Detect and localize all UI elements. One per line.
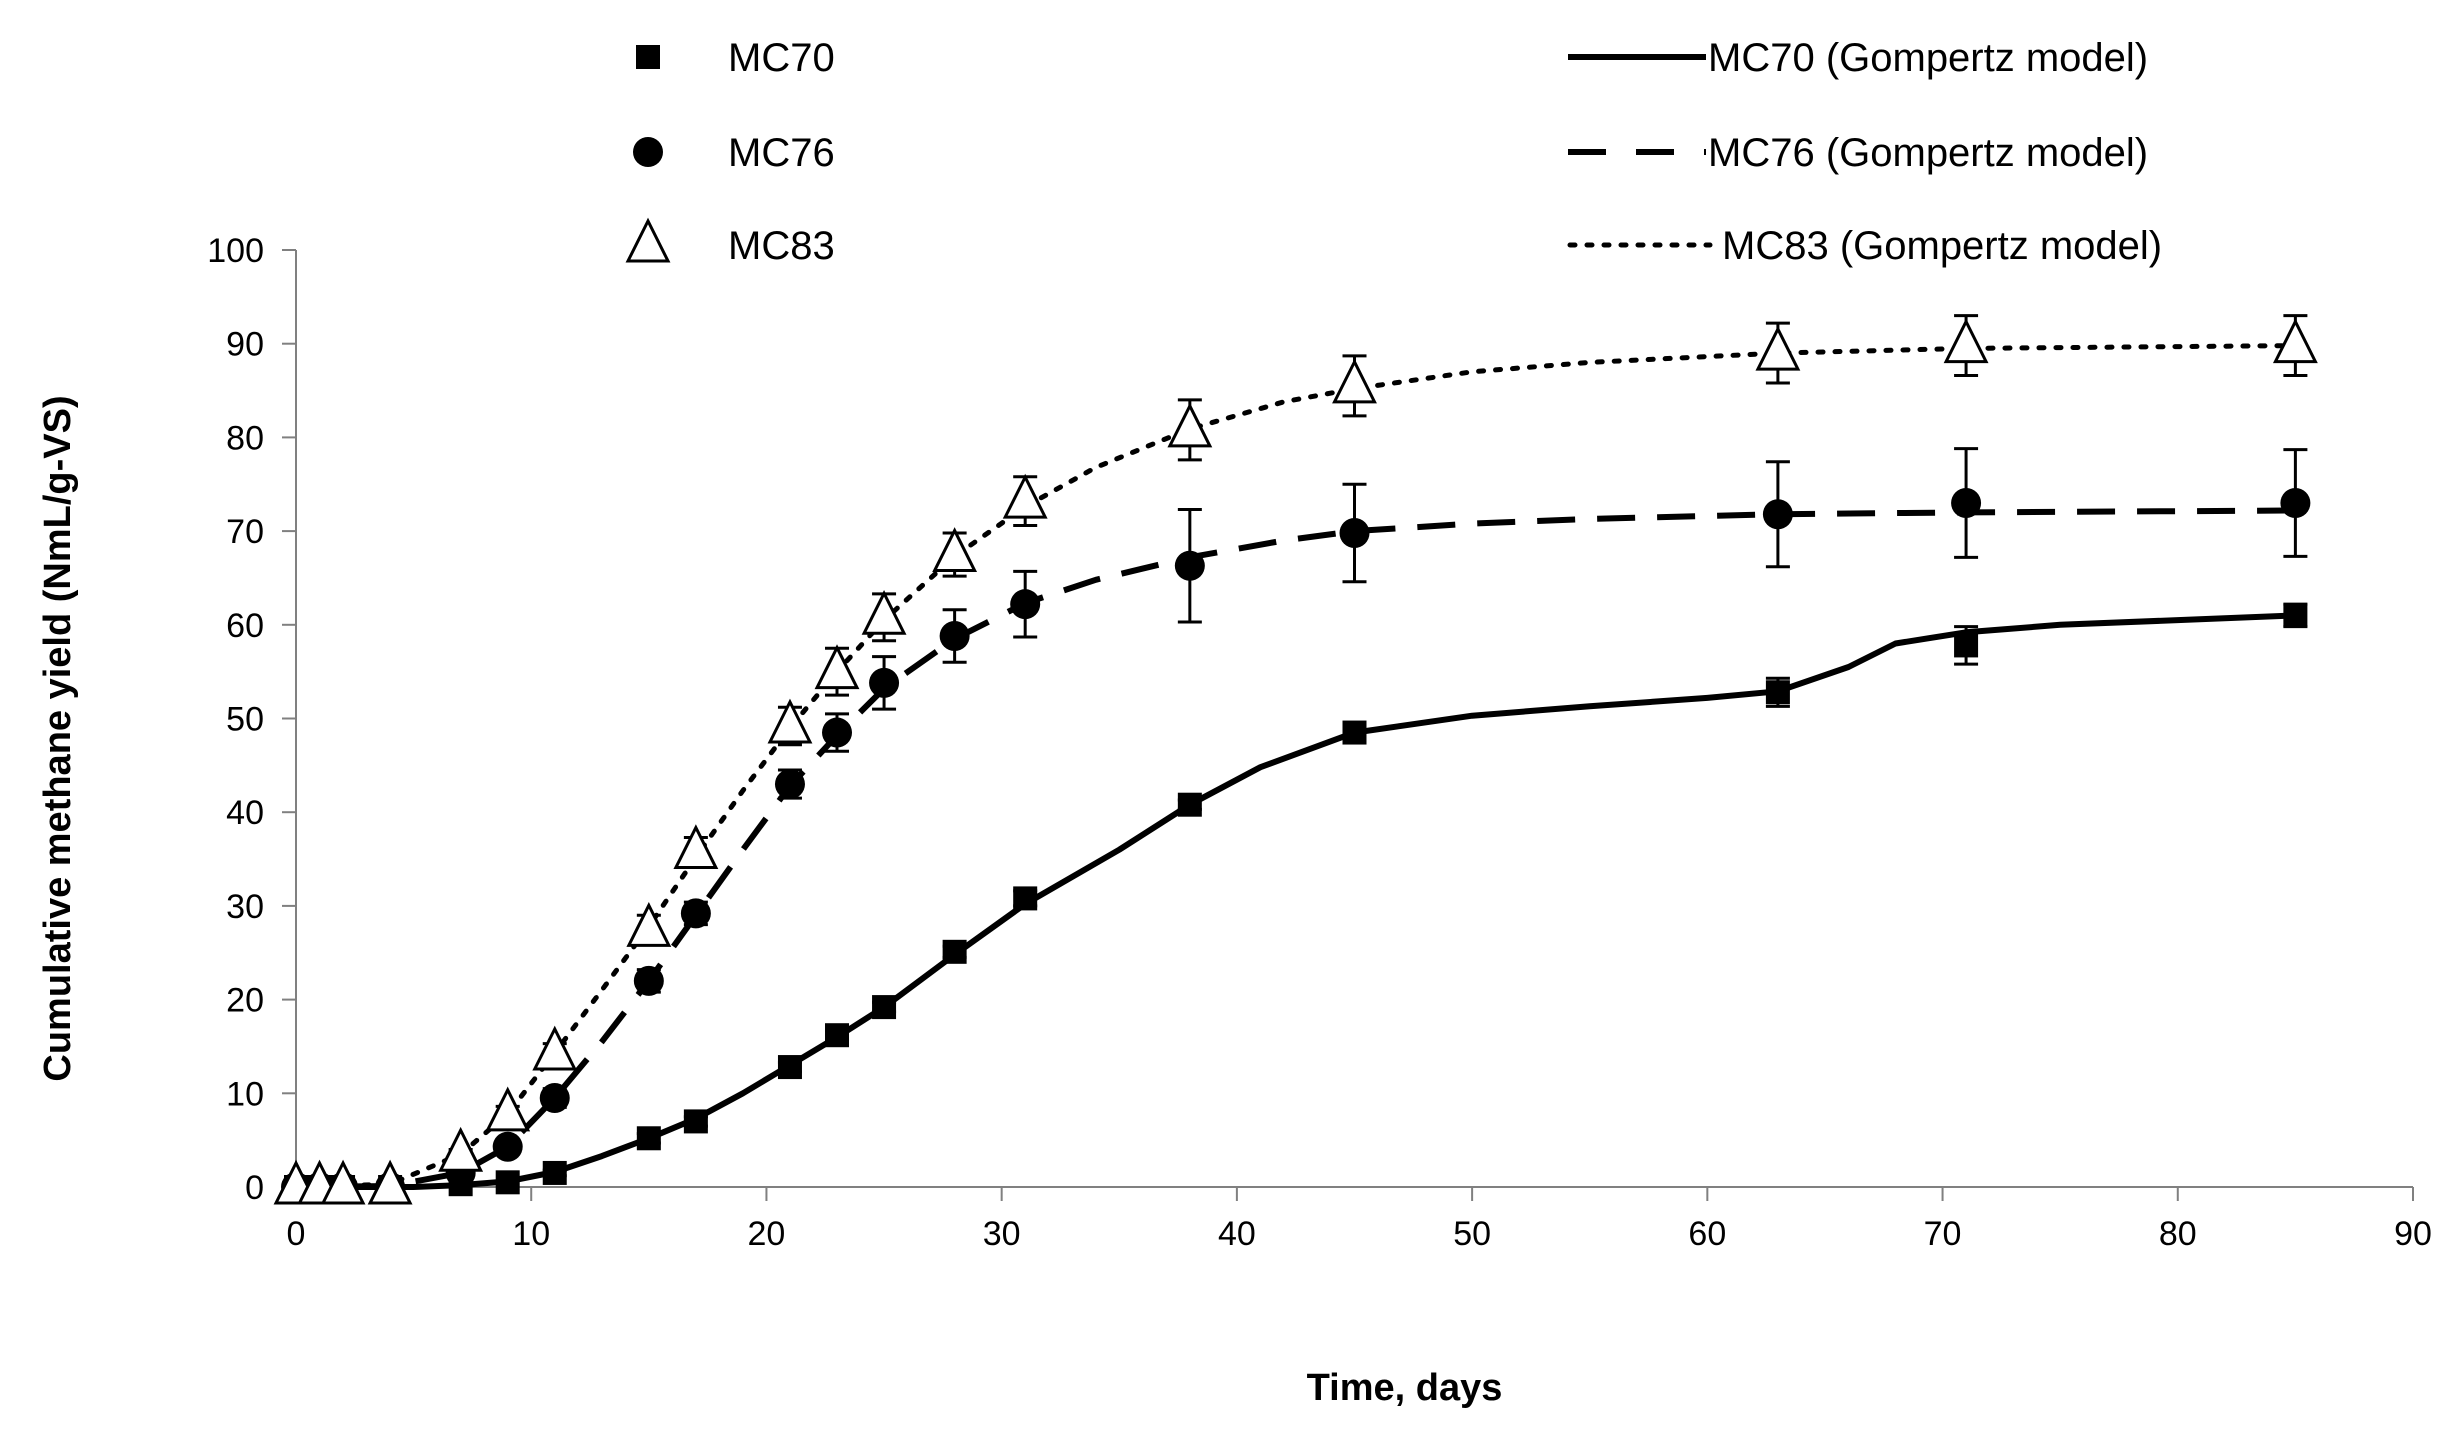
data-point — [939, 621, 970, 652]
y-axis-title: Cumulative methane yield (NmL/g-VS) — [37, 395, 79, 1081]
data-point — [774, 769, 805, 800]
data-point — [1765, 680, 1790, 705]
y-tick-label: 60 — [226, 607, 264, 645]
data-point — [438, 1126, 484, 1172]
legend-label: MC76 — [728, 131, 835, 175]
data-point — [1002, 473, 1048, 519]
legend-label: MC83 (Gompertz model) — [1722, 224, 2162, 268]
data-point — [814, 644, 860, 690]
x-ticks: 0 10 20 30 40 50 60 70 80 90 — [287, 1187, 2432, 1253]
data-point — [633, 137, 663, 167]
x-tick-label: 10 — [512, 1215, 550, 1253]
y-tick-label: 70 — [226, 513, 264, 551]
y-tick-label: 90 — [226, 326, 264, 364]
data-point — [1177, 792, 1202, 817]
y-tick-label: 10 — [226, 1075, 264, 1113]
data-point — [1762, 499, 1793, 530]
data-point — [2283, 603, 2308, 628]
data-point — [872, 995, 897, 1020]
data-point — [539, 1082, 570, 1113]
data-point — [1339, 517, 1370, 548]
data-point — [367, 1159, 413, 1205]
data-point — [1013, 886, 1038, 911]
data-point — [1010, 589, 1041, 620]
x-tick-label: 60 — [1688, 1215, 1726, 1253]
x-tick-label: 20 — [748, 1215, 786, 1253]
data-point — [532, 1025, 578, 1071]
y-tick-label: 20 — [226, 982, 264, 1020]
data-point — [777, 1055, 802, 1080]
y-ticks: 0 10 20 30 40 50 60 70 80 90 100 — [207, 232, 296, 1207]
x-tick-label: 30 — [983, 1215, 1021, 1253]
y-tick-label: 80 — [226, 419, 264, 457]
x-tick-label: 90 — [2394, 1215, 2432, 1253]
y-tick-label: 100 — [207, 232, 264, 270]
data-point — [320, 1159, 366, 1205]
data-point — [942, 939, 967, 964]
error-bars — [448, 314, 2308, 1180]
data-point — [861, 589, 907, 635]
data-point — [636, 1126, 661, 1151]
model-lines — [293, 343, 2298, 1190]
data-point — [485, 1086, 531, 1132]
x-axis-title: Time, days — [1307, 1367, 1503, 1409]
data-point — [1174, 550, 1205, 581]
data-point — [495, 1170, 520, 1195]
data-point — [1332, 358, 1377, 404]
series-line — [293, 343, 2298, 1190]
data-point — [2272, 318, 2318, 364]
data-point — [1167, 402, 1213, 448]
data-point — [932, 527, 978, 573]
data-point — [1755, 325, 1801, 371]
data-point — [825, 1023, 850, 1048]
series-line — [295, 507, 2296, 1190]
data-point — [633, 965, 664, 996]
data-point — [625, 217, 671, 263]
series-line — [296, 612, 2296, 1190]
data-point — [492, 1131, 523, 1162]
y-tick-label: 50 — [226, 701, 264, 739]
legend-label: MC76 (Gompertz model) — [1708, 131, 2148, 175]
data-point — [822, 717, 853, 748]
data-point — [1342, 720, 1367, 745]
data-point — [1943, 318, 1989, 364]
data-point — [636, 45, 660, 69]
data-point — [2280, 487, 2311, 518]
data-point — [683, 1109, 708, 1134]
y-tick-label: 40 — [226, 794, 264, 832]
x-tick-label: 70 — [1924, 1215, 1962, 1253]
data-point — [542, 1160, 567, 1185]
data-point — [626, 901, 672, 947]
x-tick-label: 50 — [1453, 1215, 1491, 1253]
data-point — [1951, 487, 1982, 518]
y-tick-label: 0 — [245, 1169, 264, 1207]
legend-label: MC83 — [728, 224, 835, 268]
legend: MC70 MC76 MC83 MC70 (Gompertz model) MC76 (G… — [625, 36, 2162, 268]
legend-label: MC70 (Gompertz model) — [1708, 36, 2148, 80]
data-point — [767, 698, 813, 744]
x-tick-label: 40 — [1218, 1215, 1256, 1253]
x-tick-label: 80 — [2159, 1215, 2197, 1253]
data-point — [680, 898, 711, 929]
x-tick-label: 0 — [287, 1215, 306, 1253]
data-point — [869, 667, 900, 698]
data-point — [1954, 633, 1979, 658]
legend-label: MC70 — [728, 36, 835, 80]
data-markers — [273, 318, 2318, 1205]
y-tick-label: 30 — [226, 888, 264, 926]
data-point — [673, 824, 719, 870]
